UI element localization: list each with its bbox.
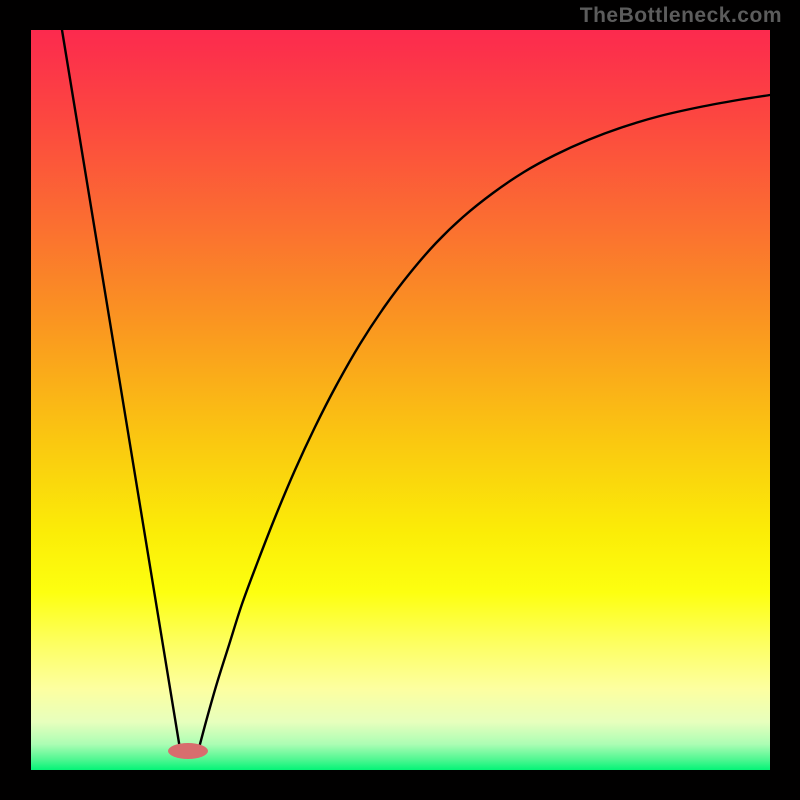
plot-background xyxy=(31,30,770,770)
watermark-text: TheBottleneck.com xyxy=(580,4,782,28)
bottleneck-chart xyxy=(0,0,800,800)
target-marker xyxy=(168,743,208,759)
chart-container: TheBottleneck.com xyxy=(0,0,800,800)
